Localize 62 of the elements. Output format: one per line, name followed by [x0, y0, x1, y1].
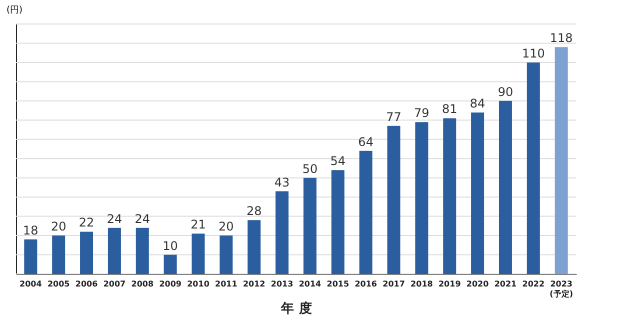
bar — [24, 239, 38, 274]
data-label: 43 — [274, 175, 290, 190]
bar — [220, 236, 233, 274]
x-tick-label: 2022 — [522, 280, 545, 288]
data-label: 28 — [246, 204, 262, 218]
bar — [415, 122, 428, 274]
bar — [443, 118, 456, 274]
data-label: 90 — [498, 84, 514, 99]
data-label: 20 — [218, 220, 234, 234]
x-tick-label: 2013 — [270, 280, 294, 288]
data-label: 24 — [106, 212, 122, 226]
bar — [526, 62, 540, 274]
data-label: 54 — [330, 154, 346, 168]
bar — [387, 126, 400, 274]
data-label: 24 — [134, 212, 150, 226]
x-tick-label: 2010 — [187, 280, 210, 288]
x-tick-label: 2009 — [159, 280, 182, 288]
x-tick-label: 2007 — [103, 280, 126, 288]
x-tick-label: 2006 — [75, 280, 98, 288]
data-label: 10 — [162, 238, 178, 253]
data-label: 110 — [522, 46, 545, 60]
x-tick-label: 2020 — [466, 280, 490, 288]
data-label: 84 — [470, 96, 486, 110]
x-tick-label: 2014 — [298, 280, 322, 288]
data-label: 18 — [23, 223, 38, 238]
data-label: 79 — [414, 106, 430, 120]
x-tick-label: 2008 — [131, 280, 154, 288]
bar — [498, 100, 512, 274]
bar — [331, 170, 344, 274]
x-tick-label: 2023 (予定) — [550, 280, 573, 298]
bar — [52, 236, 66, 274]
data-label: 118 — [550, 31, 573, 46]
data-label: 20 — [50, 220, 66, 234]
data-label: 77 — [386, 110, 402, 124]
data-label: 64 — [358, 134, 374, 149]
bar — [136, 228, 149, 274]
bar — [359, 150, 372, 274]
bar — [248, 220, 261, 274]
bar — [80, 232, 94, 274]
x-tick-label: 2018 — [410, 280, 434, 288]
bar — [108, 228, 121, 274]
data-label: 81 — [442, 102, 458, 116]
bar — [192, 234, 205, 274]
bar — [554, 47, 568, 274]
data-label: 22 — [78, 216, 94, 230]
data-label: 50 — [302, 162, 318, 176]
x-tick-label: 2019 — [438, 280, 462, 288]
bar — [471, 112, 484, 274]
bar — [164, 254, 177, 274]
x-tick-label: 2005 — [47, 280, 70, 288]
x-tick-label: 2021 — [494, 280, 518, 288]
bar — [276, 191, 289, 274]
y-axis-title: (円) — [6, 6, 23, 16]
x-tick-label: 2004 — [20, 280, 42, 288]
x-axis-title: 年 度 — [280, 300, 312, 316]
x-tick-label: 2017 — [382, 280, 405, 288]
x-tick-label: 2012 — [242, 280, 266, 288]
data-label: 21 — [190, 218, 206, 232]
bar — [303, 178, 316, 274]
x-tick-label: 2011 — [215, 280, 238, 288]
x-tick-label: 2015 — [326, 280, 350, 288]
x-tick-label: 2016 — [354, 280, 378, 288]
